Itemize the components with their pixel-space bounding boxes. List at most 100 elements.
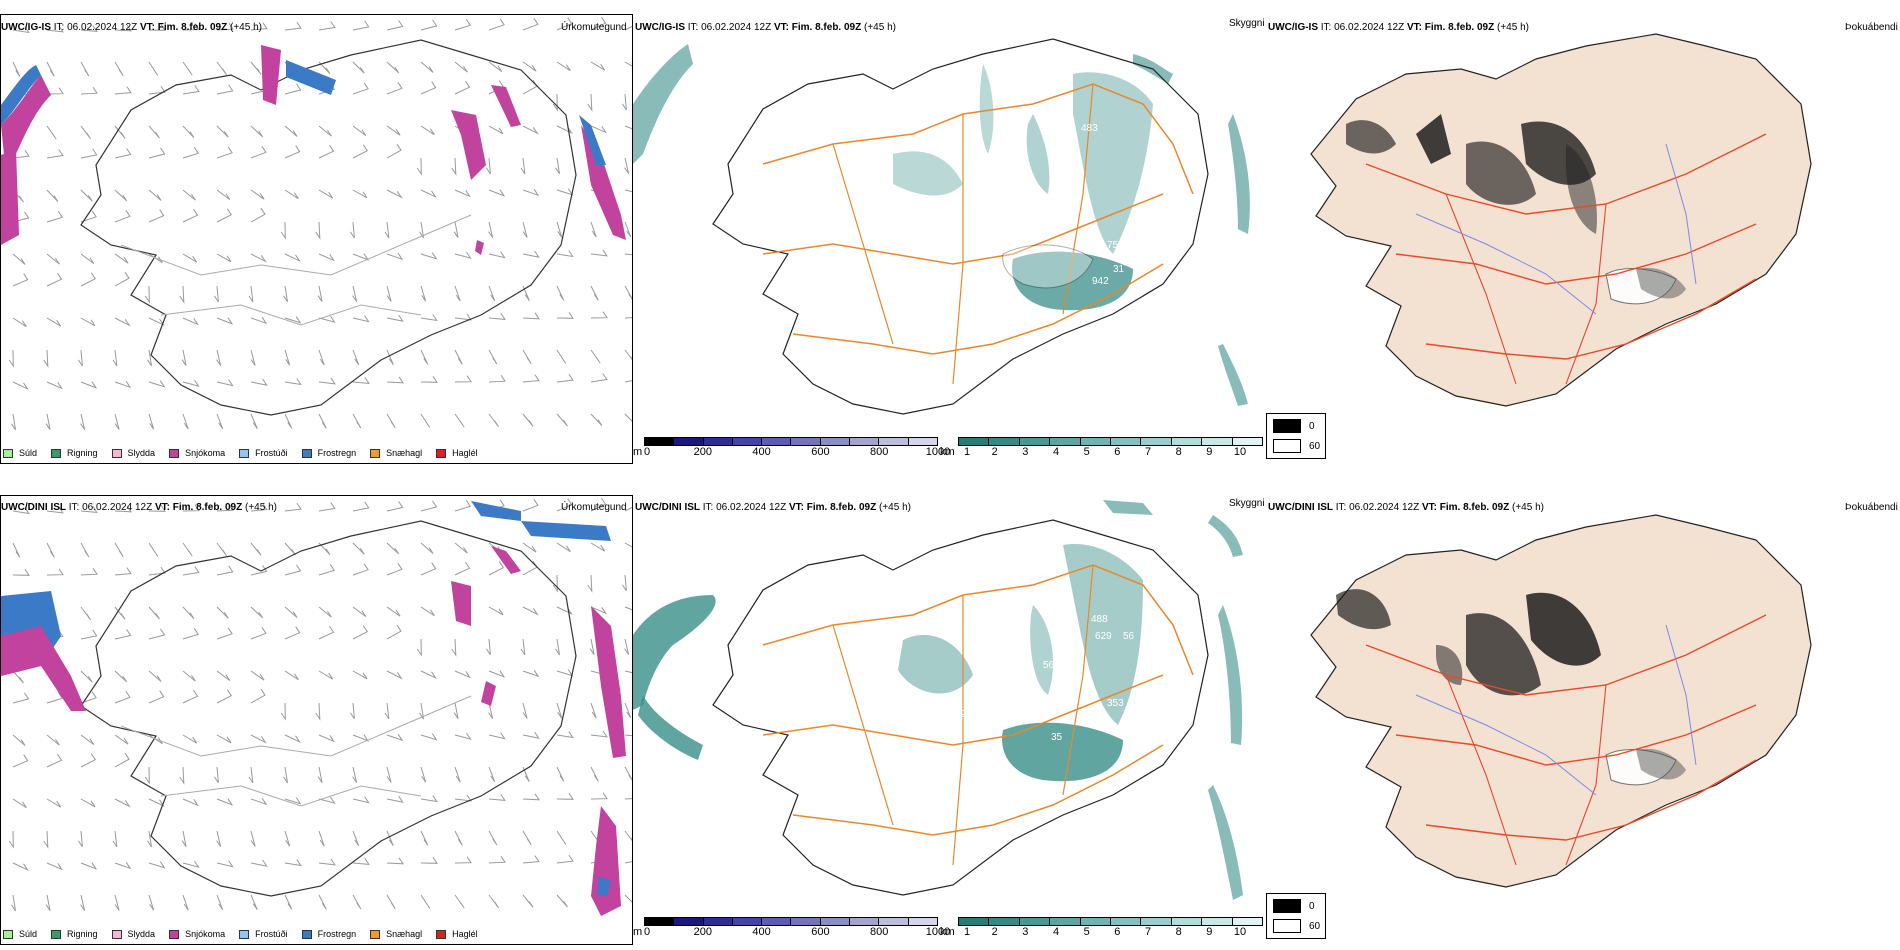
cloud-height-label: 483 xyxy=(1081,123,1098,134)
wind-barb xyxy=(453,702,459,719)
wind-barb xyxy=(148,542,159,557)
wind-barb xyxy=(624,861,632,864)
fog-panel-top xyxy=(1266,14,1900,464)
wind-barb xyxy=(284,83,302,95)
wind-barb xyxy=(488,670,506,678)
panel-title: Úrkomutegund xyxy=(561,22,627,33)
height-unit: m xyxy=(633,446,643,458)
wind-barb xyxy=(386,20,404,31)
wind-barb xyxy=(80,86,98,95)
wind-barb xyxy=(352,125,367,136)
colorbar-segment xyxy=(989,438,1020,445)
colorbar-segment xyxy=(791,918,821,925)
colorbar-tick-label: 5 xyxy=(1083,446,1090,458)
it-label: IT: xyxy=(53,22,65,33)
wind-barb xyxy=(43,830,49,849)
wind-barb xyxy=(556,373,574,383)
wind-barb xyxy=(77,830,83,848)
wind-barb xyxy=(420,733,438,741)
cloud-height-label: 629 xyxy=(1095,631,1112,642)
colorbar-segment xyxy=(850,918,880,925)
wind-barb xyxy=(12,754,29,768)
wind-barb xyxy=(386,795,404,803)
it-label: IT: xyxy=(687,22,699,33)
colorbar-segment xyxy=(989,918,1020,925)
wind-barb xyxy=(488,413,500,428)
wind-barb xyxy=(624,285,632,300)
colorbar-tick-label: 200 xyxy=(693,926,712,938)
wind-barb xyxy=(621,574,627,592)
colorbar-segment xyxy=(1050,438,1081,445)
lead-time: (+45 h) xyxy=(864,22,896,33)
wind-barb xyxy=(216,253,232,263)
wind-barb xyxy=(349,702,355,720)
wind-barb xyxy=(46,692,64,704)
colorbar-segment xyxy=(850,438,880,445)
colorbar-tick-label: 9 xyxy=(1206,446,1213,458)
cloud-height-label: 86 xyxy=(995,647,1007,658)
colorbar-segment xyxy=(820,918,851,925)
wind-barb xyxy=(46,734,60,746)
vt-value: Fim. 8.feb. 09Z xyxy=(806,502,877,513)
wind-barb xyxy=(80,567,98,576)
wind-barb xyxy=(114,670,128,683)
fog-legend-row: 60 xyxy=(1273,439,1320,453)
wind-barb xyxy=(284,189,299,200)
colorbar-tick-label: 6 xyxy=(1114,446,1121,458)
legend-item: Súld xyxy=(3,929,37,939)
legend-swatch xyxy=(436,448,447,458)
colorbar-segment xyxy=(703,918,733,925)
wind-barb xyxy=(454,349,463,365)
wind-barb xyxy=(148,24,166,31)
wind-barb xyxy=(420,285,427,302)
wind-barb xyxy=(216,627,233,640)
colorbar-segment xyxy=(1141,918,1172,925)
wind-barb xyxy=(318,670,334,680)
wind-barb xyxy=(352,189,368,199)
wind-barb xyxy=(454,500,472,512)
clouds-map-bottom: 488 629 56 86 566 353 22 35 xyxy=(633,500,1243,900)
colorbar-segment xyxy=(820,438,851,445)
wind-barb xyxy=(250,413,258,429)
wind-barb xyxy=(454,251,472,259)
wind-barb xyxy=(420,542,434,554)
wind-barb xyxy=(488,561,505,576)
model-name: UWC/IG-IS xyxy=(1268,22,1318,33)
wind-barb xyxy=(148,147,166,159)
legend-label: Slydda xyxy=(127,448,156,458)
wind-barb xyxy=(45,894,51,911)
wind-barb xyxy=(147,830,152,848)
colorbar-tick-label: 3 xyxy=(1022,926,1029,938)
wind-barb xyxy=(182,798,200,807)
wind-barb xyxy=(148,413,155,430)
wind-barb xyxy=(488,702,494,719)
wind-barb xyxy=(114,752,130,768)
wind-barb xyxy=(250,734,267,744)
wind-barb xyxy=(283,766,288,784)
wind-barb xyxy=(454,413,465,428)
wind-barb xyxy=(318,253,336,262)
wind-barb xyxy=(352,253,370,261)
colorbar-tick-label: 10 xyxy=(1233,446,1247,458)
wind-barb xyxy=(12,317,27,328)
vt-value: Fim. 8.feb. 09Z xyxy=(172,502,243,513)
wind-barb xyxy=(420,766,427,783)
cloud-height-label: 22 xyxy=(955,709,967,720)
wind-barb xyxy=(114,380,132,389)
clouds-panel-bottom: 488 629 56 86 566 353 22 35 xyxy=(633,495,1266,945)
wind-barb xyxy=(386,252,404,261)
wind-barb xyxy=(284,413,293,429)
wind-barb xyxy=(280,702,286,721)
wind-barb xyxy=(587,574,593,593)
wind-barb xyxy=(80,189,93,202)
wind-barb xyxy=(522,312,540,320)
wind-barb xyxy=(216,413,224,430)
colorbar-tick-label: 9 xyxy=(1206,926,1213,938)
wind-barb xyxy=(352,858,370,865)
wind-barb xyxy=(556,17,573,31)
colorbar-tick-label: 7 xyxy=(1144,446,1152,458)
wind-barb xyxy=(488,189,506,197)
wind-barb xyxy=(250,627,267,640)
colorbar-tick-label: 800 xyxy=(870,926,889,938)
wind-barb xyxy=(12,734,26,746)
